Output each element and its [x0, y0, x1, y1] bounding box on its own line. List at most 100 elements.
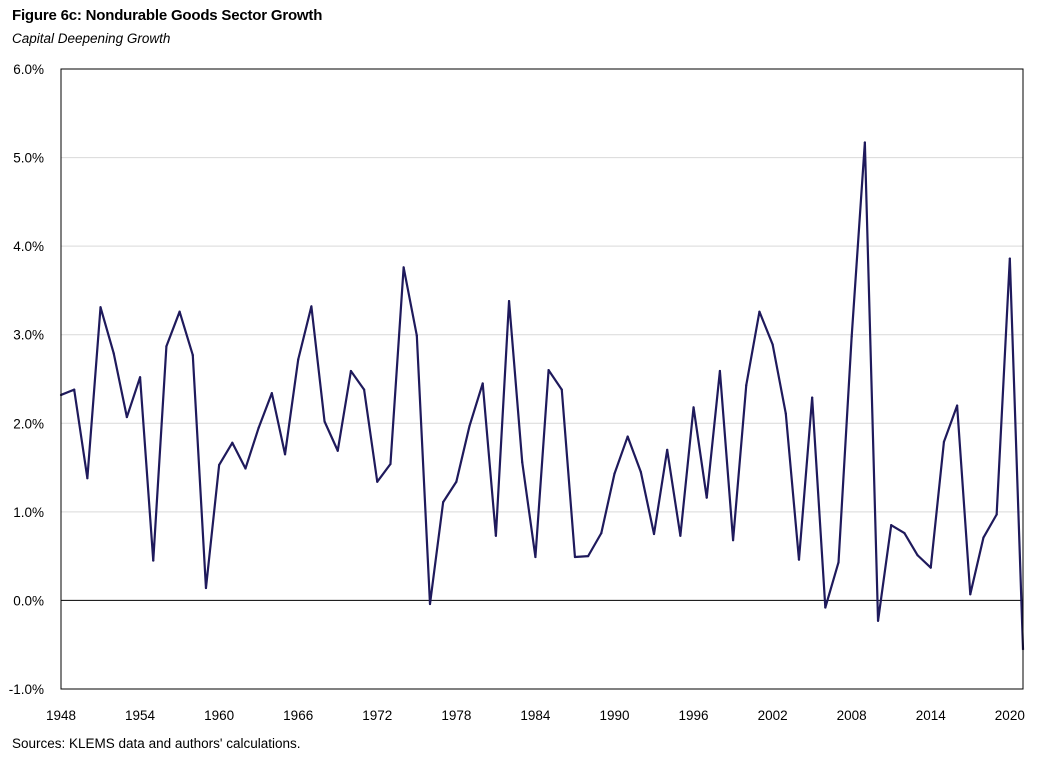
- data-point: [349, 369, 353, 373]
- data-point: [310, 305, 313, 308]
- data-point: [600, 532, 603, 535]
- data-point: [165, 345, 168, 348]
- data-point: [521, 461, 524, 464]
- data-point: [942, 440, 946, 443]
- data-point: [969, 593, 972, 596]
- x-tick-label: 2002: [758, 708, 788, 723]
- data-point: [587, 555, 590, 558]
- gridlines: [61, 68, 1023, 690]
- data-point: [257, 426, 260, 429]
- x-tick-label: 1990: [599, 708, 629, 723]
- data-point: [613, 472, 616, 475]
- data-point: [1008, 257, 1011, 260]
- x-tick-label: 1978: [441, 708, 471, 723]
- data-point: [890, 524, 893, 527]
- data-point: [297, 358, 300, 361]
- data-point: [336, 449, 339, 452]
- data-point: [442, 501, 445, 504]
- y-tick-label: -1.0%: [9, 682, 44, 697]
- data-point: [244, 467, 247, 470]
- y-tick-label: 2.0%: [13, 416, 44, 431]
- data-point: [956, 404, 959, 407]
- data-point: [692, 406, 695, 409]
- data-point: [929, 566, 932, 569]
- data-point: [468, 424, 471, 428]
- data-point: [125, 415, 128, 419]
- data-point: [573, 555, 577, 559]
- data-point: [362, 388, 366, 391]
- data-point: [731, 539, 735, 542]
- data-point: [73, 388, 76, 391]
- y-tick-label: 3.0%: [13, 328, 44, 343]
- x-tick-label: 1972: [362, 708, 392, 723]
- data-point: [863, 141, 866, 144]
- x-tick-label: 1954: [125, 708, 156, 723]
- data-point: [652, 532, 656, 536]
- x-tick-label: 1996: [679, 708, 709, 723]
- data-point: [389, 462, 392, 466]
- data-point: [903, 532, 906, 535]
- data-point: [402, 266, 405, 269]
- data-point: [666, 448, 669, 451]
- data-point: [231, 441, 234, 444]
- data-point: [455, 480, 458, 483]
- x-tick-label: 2020: [995, 708, 1025, 723]
- data-point: [178, 310, 181, 313]
- data-point: [995, 513, 998, 516]
- data-point: [705, 496, 708, 499]
- data-point: [547, 369, 550, 372]
- data-point: [283, 453, 287, 456]
- x-tick-label: 1984: [520, 708, 551, 723]
- data-point: [639, 470, 642, 474]
- data-point: [850, 335, 853, 338]
- y-axis-tick-labels: -1.0% 0.0% 1.0% 2.0% 3.0% 4.0% 5.0% 6.0%: [9, 62, 44, 697]
- data-point: [758, 310, 761, 313]
- series-layer: [59, 141, 1025, 651]
- data-point: [204, 586, 208, 590]
- data-point: [745, 384, 748, 387]
- data-point: [507, 299, 511, 303]
- data-point: [152, 559, 155, 562]
- plot-frame: [60, 68, 1024, 690]
- x-tick-label: 1960: [204, 708, 234, 723]
- y-tick-label: 0.0%: [13, 593, 44, 608]
- data-point: [876, 619, 880, 622]
- data-point: [191, 353, 194, 357]
- data-point: [797, 558, 801, 561]
- x-tick-label: 2008: [837, 708, 867, 723]
- data-point: [560, 388, 563, 391]
- chart-title: Figure 6c: Nondurable Goods Sector Growt…: [12, 7, 323, 24]
- data-point: [982, 536, 985, 539]
- y-tick-label: 6.0%: [13, 62, 44, 77]
- data-point: [270, 392, 273, 395]
- data-point: [824, 606, 827, 609]
- y-tick-label: 5.0%: [13, 151, 44, 166]
- data-point: [811, 396, 814, 399]
- data-point: [837, 561, 840, 564]
- data-point: [534, 555, 537, 559]
- data-point: [376, 480, 379, 483]
- data-point: [86, 477, 89, 480]
- x-tick-label: 1948: [46, 708, 76, 723]
- data-point: [138, 376, 142, 379]
- y-tick-label: 4.0%: [13, 239, 44, 254]
- data-point: [218, 463, 221, 467]
- source-note: Sources: KLEMS data and authors' calcula…: [12, 736, 301, 751]
- data-point: [679, 534, 682, 537]
- data-point: [916, 554, 919, 557]
- data-point: [784, 412, 787, 415]
- data-point: [99, 306, 102, 309]
- data-point: [481, 382, 484, 385]
- x-axis-tick-labels: 1948 1954 1960 1966 1972 1978 1984 1990 1996 2002…: [46, 708, 1025, 723]
- data-point: [771, 343, 774, 346]
- x-tick-label: 1966: [283, 708, 313, 723]
- data-point: [494, 534, 497, 537]
- chart-subtitle: Capital Deepening Growth: [12, 31, 171, 46]
- data-point: [718, 369, 722, 373]
- data-point: [112, 352, 115, 355]
- data-point: [323, 420, 326, 423]
- series-line: [60, 141, 1025, 650]
- data-point: [415, 334, 418, 337]
- data-point: [428, 602, 432, 606]
